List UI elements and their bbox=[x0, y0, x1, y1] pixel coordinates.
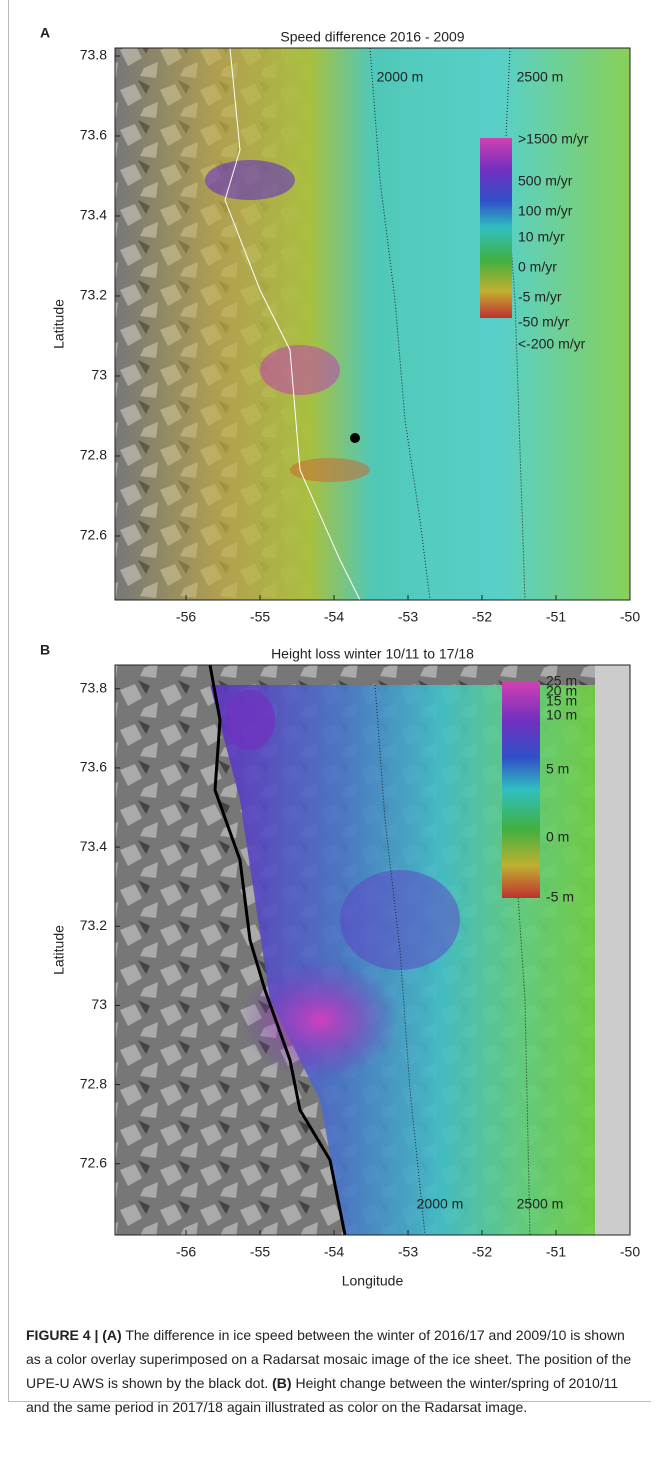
y-tick-label: 73 bbox=[91, 367, 107, 383]
contour-label: 2500 m bbox=[517, 69, 564, 85]
colorbar-label: 0 m/yr bbox=[518, 259, 557, 275]
y-tick-label: 72.6 bbox=[80, 1154, 107, 1170]
contour-label: 2500 m bbox=[517, 1196, 564, 1212]
colorbar-label: 500 m/yr bbox=[518, 173, 573, 189]
x-tick-label: -52 bbox=[472, 609, 492, 625]
panel-label: A bbox=[40, 25, 50, 41]
x-tick-label: -52 bbox=[472, 1244, 492, 1260]
panel-b-image bbox=[115, 665, 630, 1235]
y-tick-label: 73.6 bbox=[80, 759, 107, 775]
y-tick-label: 72.6 bbox=[80, 527, 107, 543]
colorbar-label: 100 m/yr bbox=[518, 203, 573, 219]
colorbar-label: 10 m/yr bbox=[518, 229, 565, 245]
y-tick-label: 73.6 bbox=[80, 127, 107, 143]
caption-label: (B) bbox=[272, 1375, 291, 1391]
x-tick-label: -55 bbox=[250, 1244, 270, 1260]
y-axis-label: Latitude bbox=[51, 299, 67, 349]
y-tick-label: 73.2 bbox=[80, 287, 107, 303]
y-tick-label: 73.4 bbox=[80, 838, 107, 854]
x-tick-label: -50 bbox=[620, 609, 640, 625]
colorbar-label: 0 m bbox=[546, 829, 569, 845]
panel-label: B bbox=[40, 642, 50, 658]
x-tick-label: -56 bbox=[176, 609, 196, 625]
contour-label: 2000 m bbox=[377, 69, 424, 85]
contour-label: 2000 m bbox=[417, 1196, 464, 1212]
x-tick-label: -54 bbox=[324, 1244, 344, 1260]
x-tick-label: -50 bbox=[620, 1244, 640, 1260]
x-tick-label: -56 bbox=[176, 1244, 196, 1260]
colorbar-label: -5 m/yr bbox=[518, 289, 562, 305]
y-tick-label: 73 bbox=[91, 996, 107, 1012]
y-tick-label: 72.8 bbox=[80, 447, 107, 463]
x-tick-label: -55 bbox=[250, 609, 270, 625]
y-tick-label: 72.8 bbox=[80, 1075, 107, 1091]
x-axis-label: Longitude bbox=[342, 1273, 404, 1289]
colorbar-label: 10 m bbox=[546, 707, 577, 723]
y-axis-label: Latitude bbox=[51, 925, 67, 975]
x-tick-label: -53 bbox=[398, 609, 418, 625]
x-tick-label: -51 bbox=[546, 1244, 566, 1260]
colorbar-label: -50 m/yr bbox=[518, 314, 570, 330]
y-tick-label: 73.2 bbox=[80, 917, 107, 933]
y-tick-label: 73.4 bbox=[80, 207, 107, 223]
x-tick-label: -53 bbox=[398, 1244, 418, 1260]
colorbar-label: -5 m bbox=[546, 889, 574, 905]
caption-label: FIGURE 4 | (A) bbox=[26, 1327, 122, 1343]
colorbar-label: >1500 m/yr bbox=[518, 131, 589, 147]
panel-title: Speed difference 2016 - 2009 bbox=[280, 29, 464, 45]
y-tick-label: 73.8 bbox=[80, 679, 107, 695]
page: {"panels": [ {"label": "A", "title": "Sp… bbox=[0, 0, 659, 1461]
y-tick-label: 73.8 bbox=[80, 47, 107, 63]
colorbar-label: 5 m bbox=[546, 761, 569, 777]
figure: A Speed difference 2016 - 2009 Latitude -56… bbox=[0, 0, 659, 1300]
x-tick-label: -54 bbox=[324, 609, 344, 625]
panel-title: Height loss winter 10/11 to 17/18 bbox=[271, 646, 474, 662]
x-tick-label: -51 bbox=[546, 609, 566, 625]
colorbar-label: <-200 m/yr bbox=[518, 336, 586, 352]
caption: FIGURE 4 | (A) The difference in ice spe… bbox=[26, 1323, 638, 1419]
